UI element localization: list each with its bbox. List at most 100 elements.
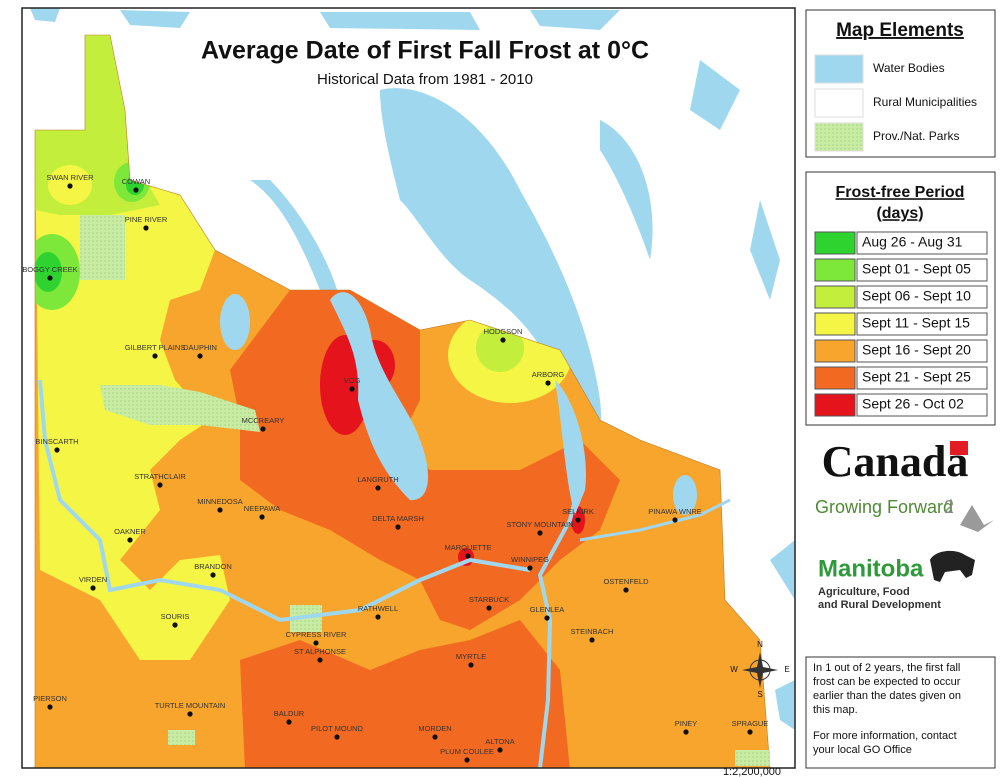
town-label: GLENLEA [530,605,565,614]
frost-legend-title: (days) [876,205,923,222]
legend-label: Sept 26 - Oct 02 [862,396,964,412]
lake [220,294,250,350]
town-label: MARQUETTE [444,543,491,552]
town-label: VIRDEN [79,575,107,584]
water-body [775,680,795,730]
zone [35,252,62,292]
map-title: Average Date of First Fall Frost at 0°C [201,37,649,65]
water-body [600,120,653,260]
town-marker [217,507,223,513]
town-label: STONY MOUNTAIN [506,520,573,529]
town-marker [395,524,401,530]
legend-label: Sept 21 - Sept 25 [862,369,971,385]
water-body [530,10,620,30]
water-body [690,60,740,130]
water-body [30,8,60,22]
town-marker [133,187,139,193]
town-label: LANGRUTH [357,475,398,484]
river [38,379,531,623]
frost-legend-title: Frost-free Period [836,184,965,201]
town-marker [544,615,550,621]
legend-label: Sept 01 - Sept 05 [862,261,971,277]
compass: N E S W [730,640,789,699]
town-label: PIERSON [33,694,67,703]
legend-swatch [814,258,856,282]
town-marker [589,637,595,643]
lake [330,292,429,501]
town-marker [672,517,678,523]
legend-label-box [856,258,988,282]
town-marker [486,605,492,611]
town-marker [683,729,689,735]
legend-swatch [814,285,856,309]
town-label: MCCREARY [242,416,285,425]
town-label: STRATHCLAIR [134,472,186,481]
town-label: SWAN RIVER [46,173,94,182]
town-label: DAUPHIN [183,343,217,352]
water-body [380,88,601,515]
town-label: STEINBACH [571,627,614,636]
town-label: VOG [344,376,361,385]
town-label: COWAN [122,177,150,186]
compass-label: N [757,640,763,649]
note-box [805,656,996,769]
town-marker [47,704,53,710]
town-marker [47,275,53,281]
town-label: MORDEN [418,724,451,733]
town-marker [259,514,265,520]
town-marker [152,353,158,359]
town-label: RATHWELL [358,604,398,613]
legend-swatch [814,231,856,255]
map-frame [21,7,796,769]
water-body [320,12,480,30]
compass-label: W [730,665,738,674]
compass-label: S [757,690,762,699]
town-marker [349,386,355,392]
legend-label-box [856,231,988,255]
town-marker [210,572,216,578]
town-marker [127,537,133,543]
note-text: In 1 out of 2 years, the first fall [813,662,960,674]
town-marker [537,530,543,536]
town-label: MINNEDOSA [197,497,242,506]
manitoba-subtitle: Agriculture, Food [818,586,910,598]
legend-swatch [814,366,856,390]
legend-label-box [856,312,988,336]
legend-swatch [814,122,864,152]
town-label: BRANDON [194,562,232,571]
map: SWAN RIVER COWAN PINE RIVER BOGGY CREEK GILB… [22,8,795,769]
town-label: DELTA MARSH [372,514,424,523]
legend-label: Sept 11 - Sept 15 [862,315,970,331]
legend-swatch [814,339,856,363]
scale-label: 1:2,200,000 [723,766,781,777]
map-elements-title: Map Elements [836,20,964,41]
legend-label-box [856,285,988,309]
town-marker [286,719,292,725]
town-marker [623,587,629,593]
map-subtitle: Historical Data from 1981 - 2010 [317,71,533,88]
town-label: PILOT MOUND [311,724,364,733]
flag-icon [950,441,968,455]
town-label: OSTENFELD [603,577,649,586]
town-marker [197,353,203,359]
town-marker [747,729,753,735]
legend-label-box [856,366,988,390]
lake [673,475,697,515]
town-marker [260,426,266,432]
town-label: SOURIS [161,612,190,621]
town-label: TURTLE MOUNTAIN [155,701,226,710]
town-label: BALDUR [274,709,305,718]
town-label: PINE RIVER [125,215,168,224]
legend-swatch [814,312,856,336]
town-label: PINEY [675,719,698,728]
park [100,385,260,432]
bison-icon [930,550,975,582]
town-marker [375,485,381,491]
town-label: GILBERT PLAINS [125,343,186,352]
note-text: earlier than the dates given on [813,690,961,702]
town-label: OAKNER [114,527,146,536]
legend-label: Water Bodies [873,61,945,75]
legend-label: Sept 16 - Sept 20 [862,342,971,358]
town-marker [464,757,470,763]
